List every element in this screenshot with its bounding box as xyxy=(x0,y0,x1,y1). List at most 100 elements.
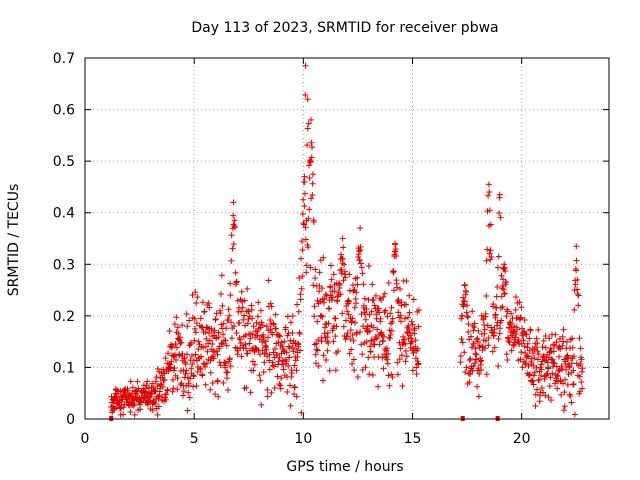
data-point xyxy=(512,306,519,313)
data-point xyxy=(287,382,294,389)
data-point xyxy=(205,300,212,307)
data-point xyxy=(177,368,184,375)
data-point xyxy=(245,308,252,315)
data-point xyxy=(359,366,366,373)
data-point xyxy=(175,330,182,337)
data-point xyxy=(352,319,359,326)
data-point xyxy=(293,367,300,374)
data-point xyxy=(309,192,316,199)
data-point xyxy=(265,334,272,341)
data-point xyxy=(309,144,316,151)
data-point xyxy=(348,318,355,325)
data-point xyxy=(381,290,388,297)
data-point xyxy=(244,285,251,292)
data-point xyxy=(357,225,364,232)
data-point xyxy=(263,346,270,353)
data-point xyxy=(405,322,412,329)
data-point xyxy=(127,378,134,385)
data-point xyxy=(576,373,583,380)
data-point xyxy=(543,371,550,378)
data-point xyxy=(232,269,239,276)
data-point xyxy=(276,332,283,339)
data-point xyxy=(154,365,161,372)
data-point xyxy=(343,333,350,340)
data-point xyxy=(231,323,238,330)
data-point xyxy=(485,192,492,199)
data-point xyxy=(478,357,485,364)
data-point xyxy=(518,349,525,356)
data-point xyxy=(197,315,204,322)
data-point xyxy=(518,304,525,311)
data-point xyxy=(155,395,162,402)
data-point xyxy=(563,366,570,373)
data-point xyxy=(226,312,233,319)
data-point xyxy=(210,355,217,362)
data-point xyxy=(277,382,284,389)
data-point xyxy=(387,310,394,317)
data-point xyxy=(289,344,296,351)
data-point xyxy=(503,313,510,320)
data-point xyxy=(248,306,255,313)
data-point xyxy=(338,251,345,258)
data-point xyxy=(476,370,483,377)
data-point xyxy=(386,382,393,389)
data-point xyxy=(409,367,416,374)
data-point xyxy=(495,335,502,342)
data-point xyxy=(169,376,176,383)
data-point xyxy=(342,317,349,324)
data-point xyxy=(504,357,511,364)
data-point xyxy=(265,277,272,284)
data-point xyxy=(244,320,251,327)
data-point xyxy=(290,391,297,398)
data-point xyxy=(325,320,332,327)
data-point xyxy=(280,366,287,373)
data-point xyxy=(487,221,494,228)
y-tick-label: 0.3 xyxy=(53,257,75,273)
data-point xyxy=(403,301,410,308)
data-point xyxy=(324,329,331,336)
data-point xyxy=(266,357,273,364)
data-point xyxy=(486,250,493,257)
data-point xyxy=(539,358,546,365)
data-point xyxy=(461,349,468,356)
data-point xyxy=(371,341,378,348)
data-point xyxy=(169,388,176,395)
data-point xyxy=(481,326,488,333)
data-point xyxy=(346,350,353,357)
data-point xyxy=(464,314,471,321)
data-point xyxy=(258,319,265,326)
data-point xyxy=(551,342,558,349)
data-point xyxy=(305,162,312,169)
data-point xyxy=(491,344,498,351)
data-point xyxy=(179,350,186,357)
data-point xyxy=(397,286,404,293)
data-point xyxy=(393,252,400,259)
data-point xyxy=(259,322,266,329)
data-point xyxy=(355,253,362,260)
data-point xyxy=(578,378,585,385)
data-point xyxy=(305,244,312,251)
data-point xyxy=(191,325,198,332)
data-point xyxy=(493,322,500,329)
data-point xyxy=(546,335,553,342)
data-point xyxy=(379,337,386,344)
data-point xyxy=(233,330,240,337)
data-point xyxy=(545,365,552,372)
data-point xyxy=(187,339,194,346)
data-point xyxy=(483,293,490,300)
data-point xyxy=(554,385,561,392)
data-point xyxy=(192,329,199,336)
data-point xyxy=(560,407,567,414)
data-point xyxy=(564,381,571,388)
data-point xyxy=(272,311,279,318)
data-point xyxy=(505,338,512,345)
data-point xyxy=(501,261,508,268)
data-point xyxy=(224,375,231,382)
data-point xyxy=(264,386,271,393)
data-point xyxy=(376,341,383,348)
y-axis-ticks: 0 0.1 0.2 0.3 0.4 0.5 0.6 0.7 xyxy=(53,51,609,428)
data-point xyxy=(120,411,127,418)
data-point xyxy=(413,371,420,378)
data-point xyxy=(247,389,254,396)
data-point xyxy=(315,336,322,343)
